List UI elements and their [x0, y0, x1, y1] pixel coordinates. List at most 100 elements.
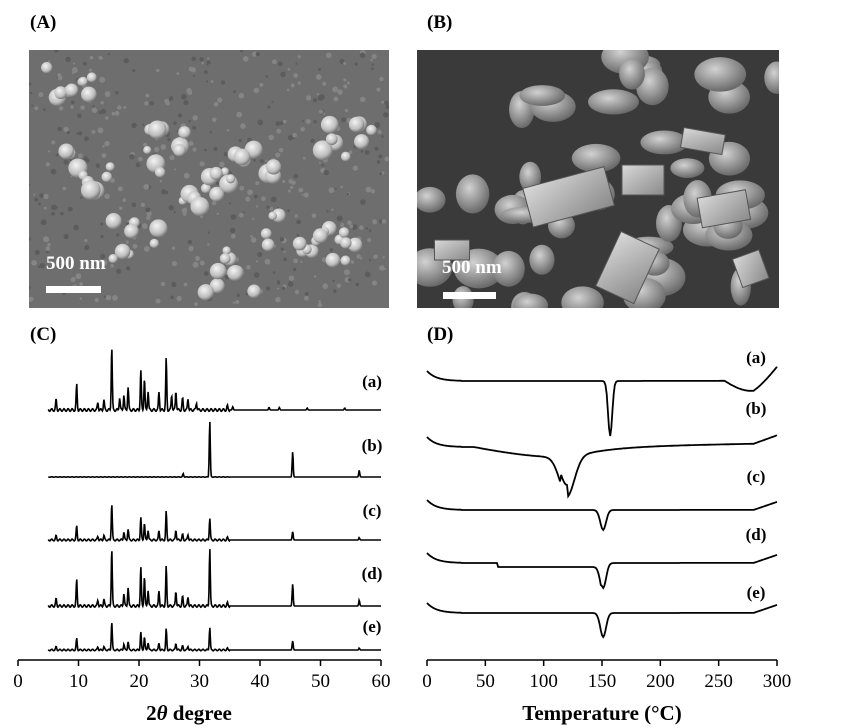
sem-texture-dot — [346, 81, 350, 85]
sem-texture-dot — [341, 117, 346, 123]
sem-texture-dot — [228, 202, 231, 205]
sem-texture-dot — [100, 253, 106, 259]
sem-particle — [149, 238, 159, 249]
sem-texture-dot — [171, 246, 176, 250]
sem-texture-dot — [73, 224, 79, 231]
panel-label-a: (A) — [30, 12, 57, 33]
sem-particle — [492, 250, 525, 287]
sem-texture-dot — [84, 244, 90, 251]
scale-bar-b — [443, 292, 496, 299]
sem-texture-dot — [207, 57, 210, 60]
sem-texture-dot — [204, 148, 207, 152]
sem-particle — [222, 246, 231, 255]
sem-texture-dot — [57, 73, 62, 77]
scale-label-b: 500 nm — [442, 257, 502, 278]
sem-texture-dot — [171, 281, 177, 287]
sem-texture-dot — [79, 297, 82, 300]
sem-texture-dot — [272, 59, 277, 65]
sem-texture-dot — [365, 227, 369, 230]
sem-texture-dot — [317, 302, 323, 308]
sem-particle — [233, 148, 251, 166]
sem-texture-dot — [81, 259, 86, 264]
scale-bar-a — [46, 286, 101, 293]
sem-texture-dot — [91, 129, 96, 134]
sem-texture-dot — [115, 90, 119, 95]
sem-texture-dot — [54, 205, 58, 210]
sem-texture-dot — [39, 262, 46, 269]
sem-texture-dot — [283, 119, 287, 124]
sem-texture-dot — [379, 76, 384, 82]
panel-label-c: (C) — [30, 324, 57, 345]
sem-texture-dot — [77, 113, 82, 119]
sem-texture-dot — [305, 95, 312, 101]
sem-texture-dot — [170, 295, 174, 300]
sem-texture-dot — [382, 256, 385, 259]
sem-particle — [312, 140, 333, 161]
sem-texture-dot — [33, 193, 36, 196]
sem-particle — [529, 244, 555, 275]
sem-texture-dot — [45, 162, 50, 167]
sem-texture-dot — [280, 71, 286, 78]
sem-texture-dot — [51, 204, 57, 211]
sem-texture-dot — [144, 101, 149, 106]
sem-texture-dot — [209, 131, 213, 134]
sem-texture-dot — [34, 249, 40, 255]
sem-texture-dot — [173, 121, 177, 125]
sem-particle — [41, 61, 53, 74]
sem-texture-dot — [305, 118, 311, 125]
sem-texture-dot — [360, 199, 366, 205]
sem-texture-dot — [277, 287, 280, 290]
sem-particle — [640, 130, 689, 155]
xrd-tick-label: 60 — [372, 671, 391, 692]
sem-texture-dot — [300, 260, 303, 264]
dsc-series-line — [426, 366, 778, 437]
sem-texture-dot — [57, 126, 62, 132]
xrd-series-label: (c) — [363, 501, 382, 520]
sem-texture-dot — [188, 119, 192, 123]
xrd-series-line — [47, 349, 381, 413]
sem-texture-dot — [216, 212, 220, 216]
sem-texture-dot — [292, 132, 297, 138]
sem-texture-dot — [236, 293, 240, 297]
sem-texture-dot — [98, 110, 103, 115]
dsc-x-axis: 0 50 100 150 200 250 300 — [422, 659, 791, 692]
sem-texture-dot — [141, 223, 148, 229]
sem-texture-dot — [269, 207, 274, 211]
sem-crystal — [731, 249, 770, 289]
sem-texture-dot — [256, 205, 259, 208]
sem-texture-dot — [343, 84, 348, 89]
sem-texture-dot — [322, 113, 325, 116]
sem-texture-dot — [265, 159, 268, 162]
sem-texture-dot — [230, 214, 237, 220]
sem-texture-dot — [246, 264, 251, 270]
sem-texture-dot — [205, 80, 209, 83]
sem-crystal — [621, 164, 665, 196]
sem-texture-dot — [42, 108, 46, 112]
sem-texture-dot — [58, 106, 64, 111]
sem-texture-dot — [318, 300, 322, 303]
sem-particle — [54, 86, 68, 100]
sem-texture-dot — [159, 179, 163, 183]
sem-texture-dot — [281, 286, 286, 290]
sem-particle — [209, 166, 223, 180]
sem-texture-dot — [348, 278, 352, 282]
sem-particle — [320, 115, 339, 134]
sem-texture-dot — [88, 68, 92, 72]
sem-texture-dot — [160, 281, 166, 287]
sem-texture-dot — [304, 295, 309, 301]
sem-texture-dot — [370, 189, 375, 194]
sem-texture-dot — [270, 196, 277, 203]
sem-texture-dot — [178, 113, 183, 118]
sem-texture-dot — [211, 117, 217, 123]
sem-texture-dot — [192, 261, 199, 268]
sem-texture-dot — [343, 61, 347, 65]
sem-particle — [209, 186, 225, 202]
sem-texture-dot — [71, 67, 78, 74]
sem-texture-dot — [240, 123, 246, 129]
sem-texture-dot — [349, 224, 354, 229]
sem-texture-dot — [199, 57, 204, 62]
sem-texture-dot — [336, 215, 343, 222]
sem-texture-dot — [287, 67, 291, 71]
sem-texture-dot — [242, 211, 245, 214]
sem-texture-dot — [223, 152, 229, 157]
